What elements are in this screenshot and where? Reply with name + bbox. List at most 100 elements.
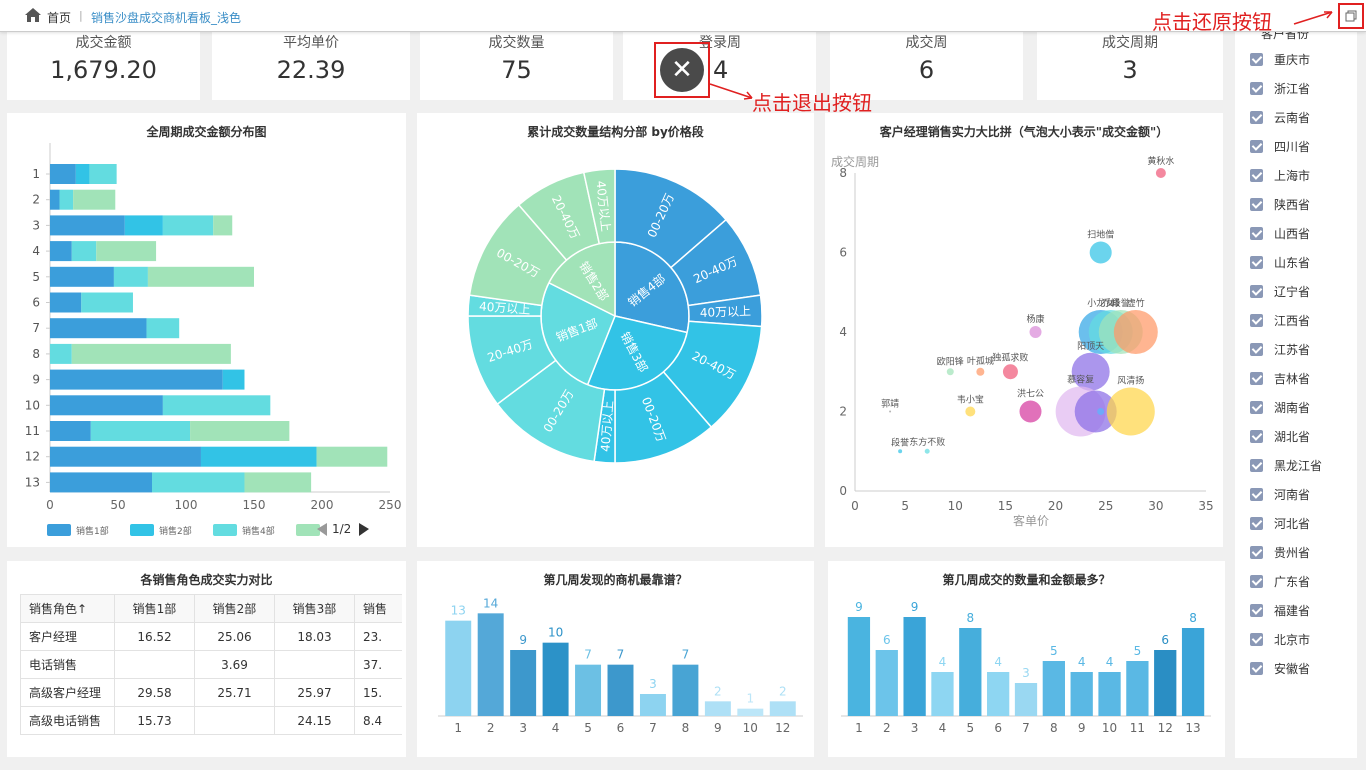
bar-segment[interactable] bbox=[81, 292, 133, 313]
bubble-point[interactable] bbox=[1074, 390, 1117, 433]
province-checkbox-item[interactable]: 北京市 bbox=[1250, 625, 1310, 654]
province-checkbox-item[interactable]: 广东省 bbox=[1250, 567, 1310, 596]
checkbox-checked-icon[interactable] bbox=[1250, 633, 1263, 646]
bar-segment[interactable] bbox=[162, 395, 271, 416]
checkbox-checked-icon[interactable] bbox=[1250, 662, 1263, 675]
bar[interactable] bbox=[639, 694, 666, 716]
province-checkbox-item[interactable]: 河北省 bbox=[1250, 509, 1310, 538]
bar[interactable] bbox=[672, 664, 699, 716]
bubble-point[interactable] bbox=[1029, 326, 1042, 338]
home-link[interactable]: 首页 bbox=[47, 11, 72, 25]
bubble-point[interactable] bbox=[1002, 364, 1018, 380]
table-header[interactable]: 销售1部 bbox=[114, 594, 195, 623]
province-checkbox-item[interactable]: 山西省 bbox=[1250, 219, 1310, 248]
table-header-sortable[interactable]: 销售角色↑ bbox=[20, 594, 115, 623]
checkbox-checked-icon[interactable] bbox=[1250, 82, 1263, 95]
checkbox-checked-icon[interactable] bbox=[1250, 227, 1263, 240]
bar[interactable] bbox=[477, 613, 504, 716]
bar-segment[interactable] bbox=[50, 164, 76, 184]
province-checkbox-item[interactable]: 贵州省 bbox=[1250, 538, 1310, 567]
bar[interactable] bbox=[575, 664, 602, 716]
province-checkbox-item[interactable]: 湖北省 bbox=[1250, 422, 1310, 451]
bar[interactable] bbox=[510, 650, 537, 716]
legend-swatch[interactable] bbox=[47, 524, 71, 536]
bar-segment[interactable] bbox=[71, 343, 231, 364]
bar-segment[interactable] bbox=[59, 189, 74, 210]
bar-segment[interactable] bbox=[90, 421, 191, 441]
bar-segment[interactable] bbox=[124, 215, 163, 236]
checkbox-checked-icon[interactable] bbox=[1250, 343, 1263, 356]
bar[interactable] bbox=[737, 708, 764, 716]
province-checkbox-item[interactable]: 黑龙江省 bbox=[1250, 451, 1322, 480]
bar[interactable] bbox=[1014, 683, 1038, 716]
bar-segment[interactable] bbox=[316, 446, 388, 467]
bar-segment[interactable] bbox=[113, 266, 148, 287]
bubble-point[interactable] bbox=[924, 448, 930, 454]
checkbox-checked-icon[interactable] bbox=[1250, 488, 1263, 501]
province-checkbox-item[interactable]: 四川省 bbox=[1250, 132, 1310, 161]
checkbox-checked-icon[interactable] bbox=[1250, 256, 1263, 269]
bar-segment[interactable] bbox=[73, 189, 116, 210]
restore-button[interactable] bbox=[1338, 3, 1364, 29]
checkbox-checked-icon[interactable] bbox=[1250, 372, 1263, 385]
province-checkbox-item[interactable]: 辽宁省 bbox=[1250, 277, 1310, 306]
bar[interactable] bbox=[1070, 672, 1093, 716]
bar[interactable] bbox=[875, 650, 898, 716]
checkbox-checked-icon[interactable] bbox=[1250, 401, 1263, 414]
breadcrumb-current[interactable]: 销售沙盘成交商机看板_浅色 bbox=[91, 11, 242, 25]
bar-segment[interactable] bbox=[190, 421, 290, 441]
bar-segment[interactable] bbox=[50, 189, 60, 210]
bar-segment[interactable] bbox=[244, 472, 312, 493]
province-checkbox-item[interactable]: 重庆市 bbox=[1250, 45, 1310, 74]
bar-segment[interactable] bbox=[50, 446, 201, 467]
province-checkbox-item[interactable]: 浙江省 bbox=[1250, 74, 1310, 103]
bar-segment[interactable] bbox=[162, 215, 214, 236]
bubble-point[interactable] bbox=[1071, 352, 1110, 391]
bar-segment[interactable] bbox=[50, 369, 223, 390]
bar-segment[interactable] bbox=[50, 472, 152, 493]
bubble-point[interactable] bbox=[965, 406, 976, 417]
bar-segment[interactable] bbox=[50, 421, 91, 441]
table-header[interactable]: 销售 bbox=[354, 594, 402, 623]
legend-prev-icon[interactable] bbox=[317, 523, 327, 536]
province-checkbox-item[interactable]: 吉林省 bbox=[1250, 364, 1310, 393]
bubble-point[interactable] bbox=[976, 367, 985, 376]
home-icon[interactable] bbox=[25, 8, 41, 22]
table-header[interactable]: 销售2部 bbox=[194, 594, 275, 623]
legend-swatch[interactable] bbox=[130, 524, 154, 536]
bar-segment[interactable] bbox=[50, 266, 114, 287]
bar-segment[interactable] bbox=[146, 318, 180, 339]
bar[interactable] bbox=[769, 701, 796, 716]
checkbox-checked-icon[interactable] bbox=[1250, 459, 1263, 472]
bar-segment[interactable] bbox=[152, 472, 245, 493]
bar[interactable] bbox=[959, 628, 982, 716]
bubble-point[interactable] bbox=[1106, 387, 1155, 436]
bar-segment[interactable] bbox=[71, 241, 97, 262]
checkbox-checked-icon[interactable] bbox=[1250, 53, 1263, 66]
sunburst-outer-segment[interactable] bbox=[582, 168, 616, 245]
bar[interactable] bbox=[847, 617, 871, 716]
bar[interactable] bbox=[704, 701, 731, 716]
bar-segment[interactable] bbox=[200, 446, 317, 467]
bar[interactable] bbox=[1098, 672, 1121, 716]
bar-segment[interactable] bbox=[50, 343, 72, 364]
bar-segment[interactable] bbox=[50, 215, 125, 236]
bar-segment[interactable] bbox=[222, 369, 245, 390]
bar[interactable] bbox=[607, 664, 634, 716]
bar-segment[interactable] bbox=[213, 215, 233, 236]
bubble-point[interactable] bbox=[1113, 310, 1158, 354]
bubble-point[interactable] bbox=[889, 410, 892, 413]
legend-swatch[interactable] bbox=[213, 524, 237, 536]
province-checkbox-item[interactable]: 河南省 bbox=[1250, 480, 1310, 509]
exit-button[interactable]: ✕ bbox=[660, 48, 704, 92]
bar-segment[interactable] bbox=[75, 164, 90, 184]
sunburst-chart[interactable]: 销售4部销售3部销售1部销售2部00-20万20-40万40万以上20-40万0… bbox=[417, 113, 814, 547]
bar[interactable] bbox=[903, 617, 926, 716]
province-checkbox-item[interactable]: 江西省 bbox=[1250, 306, 1310, 335]
bar-segment[interactable] bbox=[50, 241, 72, 262]
checkbox-checked-icon[interactable] bbox=[1250, 140, 1263, 153]
bar-segment[interactable] bbox=[147, 266, 254, 287]
bar[interactable] bbox=[931, 672, 954, 716]
checkbox-checked-icon[interactable] bbox=[1250, 546, 1263, 559]
